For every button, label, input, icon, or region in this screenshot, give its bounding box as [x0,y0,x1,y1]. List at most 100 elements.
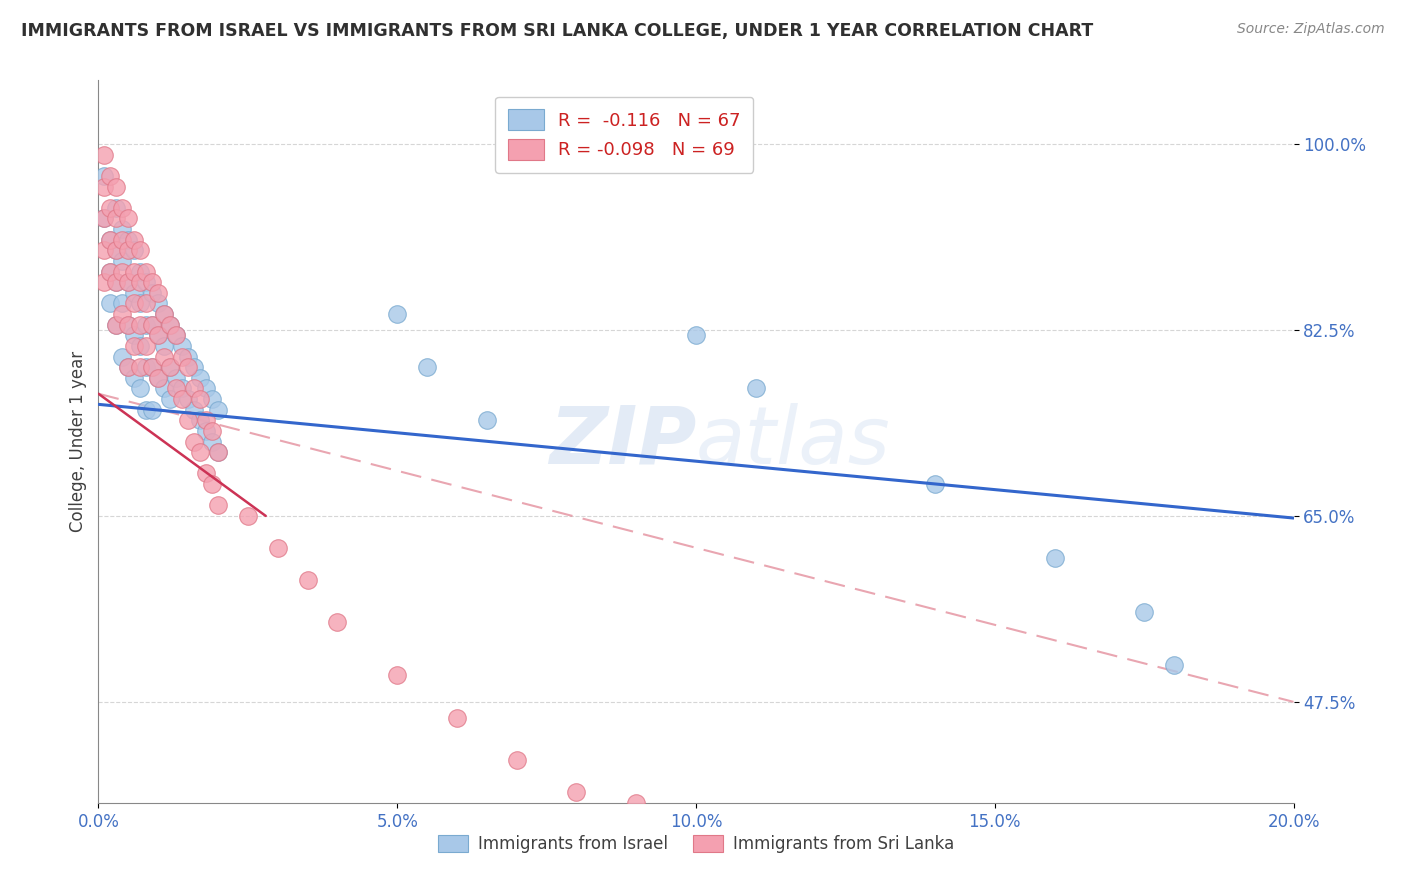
Point [141,318,163,332]
Point [565,785,588,799]
Point [165,328,187,343]
Point [111,307,134,321]
Point [111,296,134,310]
Point [117,318,139,332]
Point [129,381,152,395]
Point [105,211,128,226]
Point [141,360,163,375]
Point [188,371,211,385]
Point [188,392,211,406]
Point [183,360,205,375]
Point [117,211,139,226]
Point [201,392,224,406]
Point [117,275,139,289]
Point [111,350,134,364]
Point [124,244,146,258]
Point [148,296,170,310]
Point [117,244,139,258]
Point [446,711,468,725]
Point [745,381,768,395]
Point [124,328,146,343]
Point [326,615,349,630]
Point [159,392,181,406]
Point [117,360,139,375]
Point [188,413,211,427]
Point [148,371,170,385]
Point [98,264,122,278]
Text: IMMIGRANTS FROM ISRAEL VS IMMIGRANTS FROM SRI LANKA COLLEGE, UNDER 1 YEAR CORREL: IMMIGRANTS FROM ISRAEL VS IMMIGRANTS FRO… [21,22,1094,40]
Point [111,222,134,236]
Point [148,371,170,385]
Point [626,796,648,810]
Point [124,233,146,247]
Point [201,434,224,449]
Point [124,296,146,310]
Point [129,244,152,258]
Point [129,318,152,332]
Point [117,360,139,375]
Point [159,318,181,332]
Point [685,328,707,343]
Point [1043,551,1066,566]
Point [93,211,115,226]
Point [177,413,200,427]
Point [201,424,224,438]
Point [183,381,205,395]
Point [93,211,115,226]
Point [117,233,139,247]
Point [153,307,176,321]
Point [117,275,139,289]
Point [172,381,194,395]
Point [98,233,122,247]
Point [135,402,157,417]
Point [98,264,122,278]
Point [172,392,194,406]
Point [93,147,115,161]
Text: ZIP: ZIP [548,402,696,481]
Point [183,402,205,417]
Point [93,179,115,194]
Point [111,201,134,215]
Point [129,296,152,310]
Point [111,254,134,268]
Point [117,318,139,332]
Point [924,477,946,491]
Point [141,402,163,417]
Point [129,275,152,289]
Point [207,445,229,459]
Point [141,360,163,375]
Point [135,318,157,332]
Point [148,285,170,300]
Point [207,402,229,417]
Point [135,264,157,278]
Point [1133,605,1156,619]
Point [195,424,218,438]
Point [141,285,163,300]
Point [124,371,146,385]
Point [105,318,128,332]
Point [177,392,200,406]
Point [93,169,115,183]
Point [93,275,115,289]
Point [105,318,128,332]
Point [159,360,181,375]
Point [105,201,128,215]
Point [236,508,259,523]
Point [98,201,122,215]
Legend: Immigrants from Israel, Immigrants from Sri Lanka: Immigrants from Israel, Immigrants from … [432,828,960,860]
Point [153,307,176,321]
Point [183,434,205,449]
Point [129,360,152,375]
Point [98,296,122,310]
Point [506,753,529,767]
Point [165,371,187,385]
Point [385,668,409,682]
Point [124,339,146,353]
Point [159,318,181,332]
Point [195,467,218,481]
Text: atlas: atlas [696,402,891,481]
Point [177,350,200,364]
Point [416,360,439,375]
Point [124,285,146,300]
Point [105,244,128,258]
